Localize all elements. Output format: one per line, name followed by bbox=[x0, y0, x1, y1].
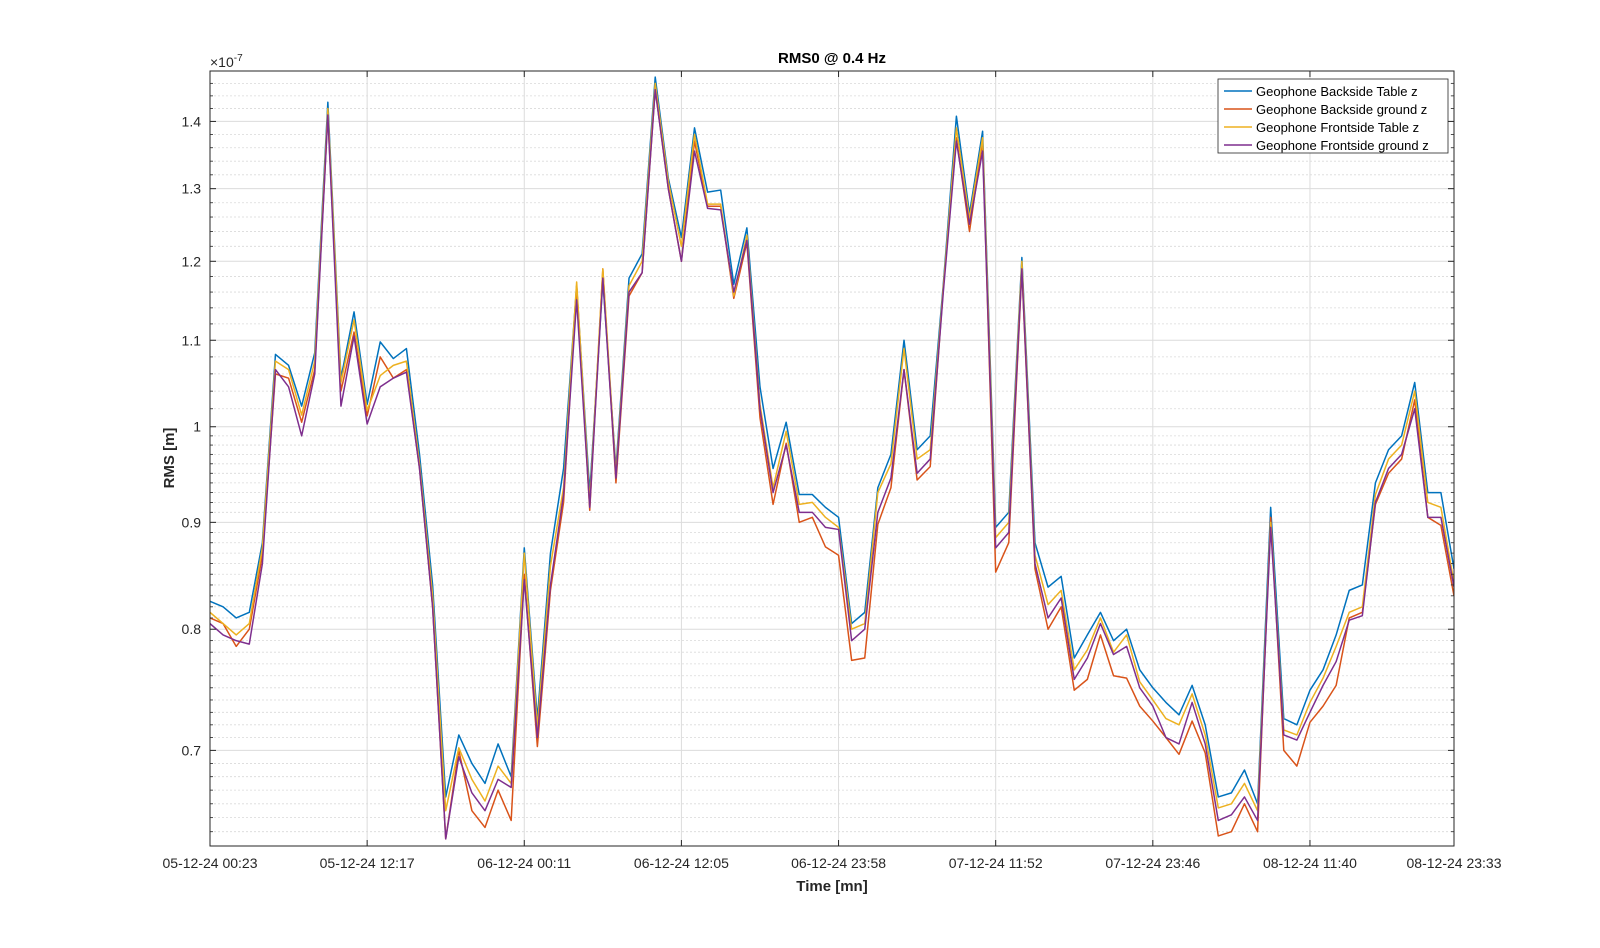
y-tick-label: 0.8 bbox=[182, 621, 202, 637]
x-tick-label: 07-12-24 11:52 bbox=[949, 855, 1043, 871]
legend-box bbox=[1217, 78, 1449, 154]
x-tick-label: 08-12-24 23:33 bbox=[1407, 855, 1502, 871]
plot-area bbox=[210, 71, 1454, 846]
y-axis: 0.7 0.8 0.9 1 1.1 1.2 1.3 1.4 bbox=[182, 82, 1454, 833]
legend-label: Geophone Frontside ground z bbox=[1256, 138, 1429, 153]
y-tick-label: 0.9 bbox=[182, 514, 202, 530]
legend-label: Geophone Frontside Table z bbox=[1256, 120, 1419, 135]
y-tick-label: 1.4 bbox=[182, 113, 202, 129]
y-axis-title: RMS [m] bbox=[161, 428, 178, 489]
x-tick-label: 05-12-24 12:17 bbox=[320, 855, 415, 871]
x-tick-label: 06-12-24 00:11 bbox=[477, 855, 571, 871]
x-tick-label: 07-12-24 23:46 bbox=[1105, 855, 1200, 871]
series-line-4 bbox=[210, 88, 1454, 840]
x-tick-label: 06-12-24 23:58 bbox=[791, 855, 886, 871]
series-line-1 bbox=[210, 76, 1454, 805]
x-axis-title: Time [mn] bbox=[796, 878, 867, 895]
legend-label: Geophone Backside Table z bbox=[1256, 84, 1418, 99]
y-tick-label: 1 bbox=[193, 419, 201, 435]
y-tick-label: 1.3 bbox=[182, 181, 202, 197]
y-tick-label: 0.7 bbox=[182, 742, 202, 758]
y-tick-label: 1.1 bbox=[182, 332, 202, 348]
x-tick-label: 05-12-24 00:23 bbox=[163, 855, 258, 871]
series-line-3 bbox=[210, 82, 1454, 812]
legend-label: Geophone Backside ground z bbox=[1256, 102, 1427, 117]
x-tick-label: 08-12-24 11:40 bbox=[1263, 855, 1357, 871]
x-axis: 05-12-24 00:23 05-12-24 12:17 06-12-24 00:… bbox=[163, 71, 1502, 871]
plot-frame bbox=[209, 70, 1455, 847]
minor-grid bbox=[210, 82, 1454, 833]
y-exponent-label: ×10-7 bbox=[210, 53, 243, 70]
legend[interactable]: Geophone Backside Table z Geophone Backsi… bbox=[1217, 78, 1449, 154]
major-grid bbox=[209, 71, 1455, 846]
x-tick-label: 06-12-24 12:05 bbox=[634, 855, 729, 871]
series-lines bbox=[210, 76, 1454, 840]
y-tick-label: 1.2 bbox=[182, 253, 202, 269]
chart-title: RMS0 @ 0.4 Hz bbox=[778, 50, 886, 67]
